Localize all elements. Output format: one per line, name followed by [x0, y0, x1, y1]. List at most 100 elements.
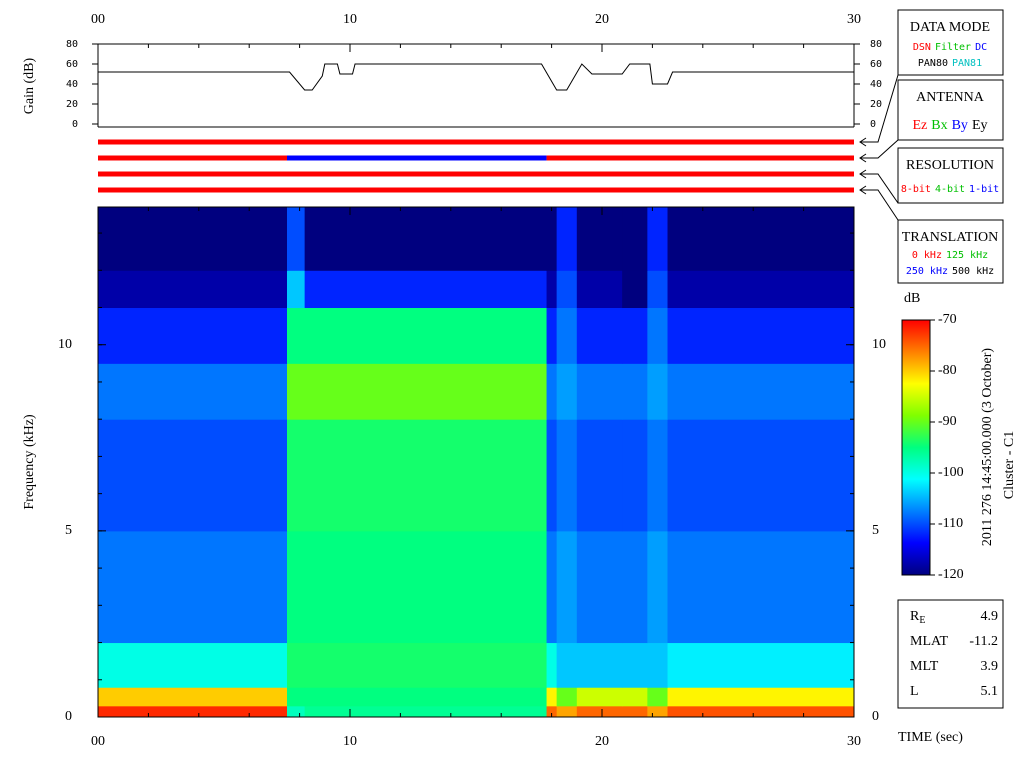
heat-cell	[576, 307, 623, 364]
panel-row: 8-bit 4-bit 1-bit	[901, 184, 999, 195]
orbit-label-text: R	[910, 609, 920, 624]
orbit-label-text: L	[910, 684, 919, 699]
heat-cell	[667, 207, 855, 271]
colorbar-tick-label: -70	[938, 312, 957, 327]
heat-cell	[576, 363, 623, 420]
panel-item: 125 kHz	[946, 250, 988, 261]
heat-cell	[546, 687, 558, 707]
orbit-box	[897, 599, 1004, 709]
y-tick-label: 0	[72, 119, 78, 130]
heat-cell	[304, 363, 548, 420]
panel-arrow	[860, 189, 899, 221]
heat-cell	[576, 419, 623, 532]
heat-cell	[667, 530, 855, 644]
heat-cell	[647, 270, 669, 309]
orbit-label-text: MLT	[910, 659, 939, 674]
heat-cell	[287, 642, 306, 688]
orbit-label-text: MLAT	[910, 634, 949, 649]
status-segment	[98, 187, 854, 193]
panel-box	[897, 219, 1004, 284]
heat-cell	[622, 687, 648, 707]
heat-cell	[287, 363, 306, 420]
heat-cell	[647, 363, 669, 420]
heat-cell	[304, 270, 548, 309]
heat-cell	[556, 419, 578, 532]
panel-item: 8-bit	[901, 184, 931, 195]
heat-cell	[622, 363, 648, 420]
heat-cell	[98, 642, 288, 688]
orbit-label: L	[910, 684, 919, 699]
panel-title: TRANSLATION	[902, 230, 998, 245]
arrow-head	[859, 169, 867, 179]
heat-cell	[98, 307, 288, 364]
panel-box	[897, 147, 1004, 204]
panel-row: Ez Bx By Ey	[912, 118, 987, 133]
heat-cell	[622, 705, 648, 718]
heat-cell	[647, 705, 669, 718]
heat-cell	[98, 363, 288, 420]
y-tick-label-right: 10	[872, 337, 886, 352]
panel-item: 500 kHz	[952, 266, 994, 277]
panel-item: DSN	[913, 42, 931, 53]
heat-cell	[647, 530, 669, 644]
orbit-value: -11.2	[969, 634, 998, 649]
heat-cell	[546, 207, 558, 271]
y-tick-label-right: 5	[872, 523, 879, 538]
status-segment	[546, 155, 854, 161]
y-tick-label: 40	[66, 79, 78, 90]
heat-cell	[667, 687, 855, 707]
orbit-value: 4.9	[981, 609, 999, 624]
heat-cell	[98, 207, 288, 271]
heat-cell	[667, 307, 855, 364]
heat-cell	[667, 642, 855, 688]
panel-item: Filter	[935, 42, 971, 53]
y-tick-label-right: 60	[870, 59, 882, 70]
status-segment	[98, 171, 854, 177]
y-axis-label: Gain (dB)	[22, 57, 37, 114]
heat-cell	[622, 207, 648, 271]
heat-cell	[546, 419, 558, 532]
status-segment	[98, 139, 854, 145]
heat-cell	[576, 705, 623, 718]
heat-cell	[98, 270, 288, 309]
x-tick-label: 10	[343, 12, 357, 27]
heat-cell	[622, 419, 648, 532]
orbit-label-sub: E	[919, 615, 925, 626]
heat-cell	[287, 207, 306, 271]
heat-cell	[576, 530, 623, 644]
heat-cell	[546, 307, 558, 364]
arrow-head	[859, 153, 867, 163]
caption: 2011 276 14:45:00.000 (3 October)	[980, 348, 995, 547]
status-segment	[98, 155, 287, 161]
heat-cell	[667, 419, 855, 532]
x-tick-label: 30	[847, 734, 861, 749]
heat-cell	[98, 705, 288, 718]
panel-item: DC	[975, 42, 987, 53]
panel-row: PAN80 PAN81	[918, 58, 982, 69]
heat-cell	[647, 307, 669, 364]
y-tick-label: 5	[65, 523, 72, 538]
colorbar-label: dB	[904, 291, 920, 306]
panel-arrow	[860, 139, 899, 159]
heat-cell	[546, 642, 558, 688]
panel-row: 0 kHz 125 kHz	[912, 250, 988, 261]
panel-item: 4-bit	[935, 184, 965, 195]
panel-item: PAN81	[952, 58, 982, 69]
heat-cell	[304, 642, 548, 688]
x-tick-label: 20	[595, 734, 609, 749]
heat-cell	[287, 270, 306, 309]
heat-cell	[647, 687, 669, 707]
x-tick-label: 00	[91, 734, 105, 749]
heat-cell	[546, 705, 558, 718]
panel-item: 0 kHz	[912, 250, 942, 261]
status-segment	[287, 155, 547, 161]
heat-cell	[622, 307, 648, 364]
heat-cell	[622, 642, 648, 688]
y-tick-label-right: 80	[870, 39, 882, 50]
heat-cell	[576, 207, 623, 271]
y-tick-label: 80	[66, 39, 78, 50]
heat-cell	[556, 705, 578, 718]
panel-box	[897, 9, 1004, 76]
y-axis-label: Frequency (kHz)	[22, 414, 37, 510]
